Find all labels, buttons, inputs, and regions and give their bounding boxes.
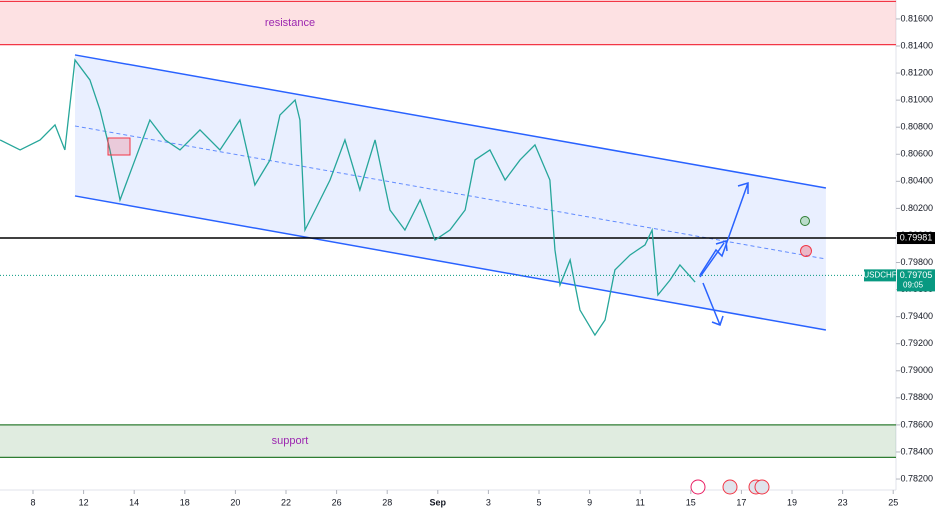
x-tick-label: 11 [636,497,645,507]
y-tick-label: 0.80400 [900,176,933,186]
symbol-label: USDCHF [863,270,896,279]
x-tick-label: 12 [79,497,89,507]
y-tick-label: 0.81600 [900,13,933,23]
price-line [0,58,696,337]
y-tick-label: 0.81400 [900,40,933,50]
x-tick-label: 19 [787,497,797,507]
y-tick-label: 0.80800 [900,122,933,132]
zone [0,424,896,458]
x-tick-label: 23 [838,497,848,507]
zone-label: resistance [265,17,315,29]
y-tick-label: 0.78400 [900,446,933,456]
channel-lower [74,195,827,331]
x-tick-label: 3 [486,497,491,507]
y-tick-label: 0.81000 [900,95,933,105]
green-marker [800,216,810,226]
level-badge [897,232,935,245]
x-tick-label: 5 [536,497,541,507]
last-badge [897,269,935,292]
x-tick-label: 17 [736,497,746,507]
x-tick-label: 9 [587,497,592,507]
red-marker [800,245,812,257]
zigzag-arrow [699,240,728,278]
last-time-label: 09:05 [903,280,924,289]
channel-middle [74,125,827,260]
x-tick-label: Sep [430,497,447,507]
x-tick-label: 28 [382,497,392,507]
x-tick-label: 15 [686,497,696,507]
x-tick-label: 18 [180,497,190,507]
up-arrow [699,181,749,276]
x-tick-label: 20 [230,497,240,507]
channel-upper [74,54,827,189]
x-tick-label: 22 [281,497,291,507]
level-badge-label: 0.79981 [900,232,933,242]
event-icon[interactable] [690,479,706,495]
y-tick-label: 0.78600 [900,419,933,429]
plot-area: resistance support [0,0,896,458]
y-tick-label: 0.80200 [900,203,933,213]
x-tick-label: 26 [332,497,342,507]
y-tick-label: 0.78800 [900,392,933,402]
x-tick-label: 14 [129,497,139,507]
zone-label: support [272,435,309,447]
flag-icon[interactable] [722,479,738,495]
y-tick-label: 0.81200 [900,67,933,77]
y-tick-label: 0.79400 [900,311,933,321]
last-badge-label: 0.79705 [900,270,933,280]
y-tick-label: 0.78200 [900,473,933,483]
down-arrow [702,282,724,326]
zone [0,1,896,45]
x-tick-label: 25 [888,497,898,507]
y-tick-label: 0.79800 [900,257,933,267]
symbol-badge [864,269,896,282]
marker-box [107,137,131,156]
y-tick-label: 0.80600 [900,149,933,159]
x-tick-label: 8 [30,497,35,507]
flag-icon[interactable] [754,479,770,495]
y-tick-label: 0.79200 [900,338,933,348]
y-tick-label: 0.79000 [900,365,933,375]
